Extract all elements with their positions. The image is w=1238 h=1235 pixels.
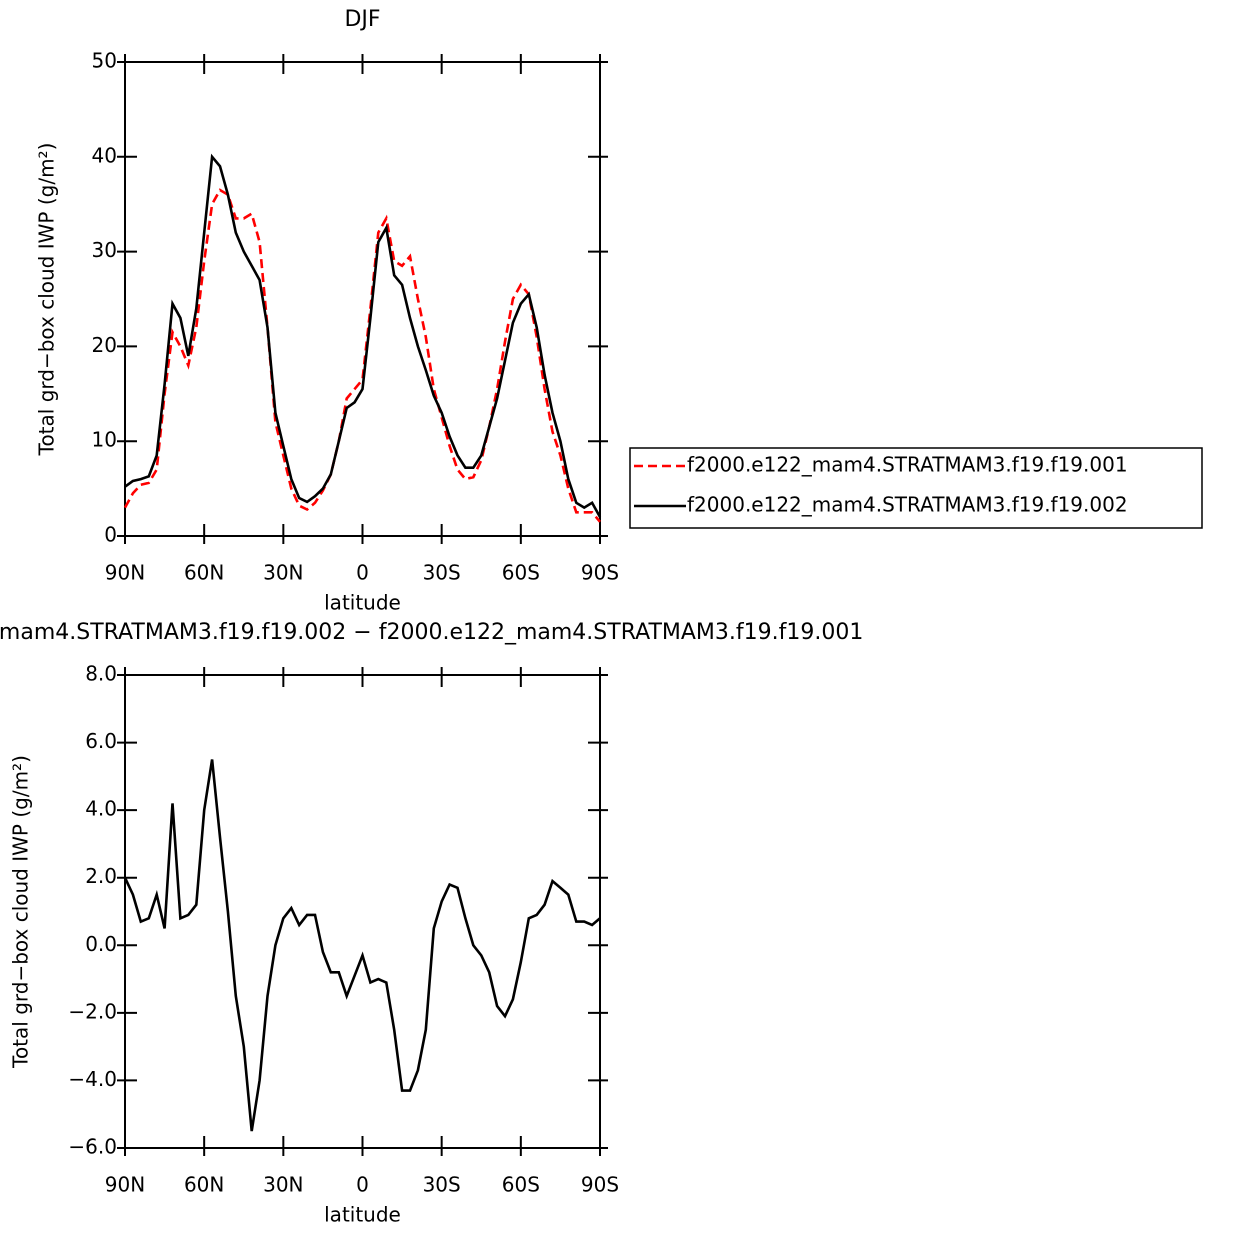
y-tick-label: 50	[92, 49, 117, 73]
data-line	[123, 759, 601, 1132]
x-tick-label: 60S	[502, 561, 540, 585]
x-tick-label: 30N	[263, 561, 303, 585]
y-tick-label: 40	[92, 143, 117, 167]
x-tick-label: 30S	[423, 1173, 461, 1197]
y-axis-label: Total grd−box cloud IWP (g/m²)	[9, 755, 33, 1069]
data-line	[124, 153, 602, 518]
x-tick-label: 60N	[184, 561, 224, 585]
y-tick-label: 8.0	[85, 662, 117, 686]
plot-frame	[124, 61, 601, 537]
legend-label: f2000.e122_mam4.STRATMAM3.f19.f19.001	[687, 453, 1128, 477]
x-tick-label: 90N	[105, 561, 145, 585]
x-tick-label: 30N	[263, 1173, 303, 1197]
x-tick-label: 90S	[581, 561, 619, 585]
x-tick-label: 90S	[581, 1173, 619, 1197]
x-axis-label: latitude	[324, 591, 401, 615]
y-tick-label: 30	[92, 238, 117, 262]
y-tick-label: 0	[104, 523, 117, 547]
chart-title: f2000.e122_mam4.STRATMAM3.f19.f19.002 − …	[0, 620, 863, 645]
x-tick-label: 30S	[423, 561, 461, 585]
plot-frame	[124, 674, 601, 1149]
x-tick-label: 0	[356, 1173, 369, 1197]
x-axis-label: latitude	[324, 1203, 401, 1227]
y-tick-label: 0.0	[85, 932, 117, 956]
x-tick-label: 60N	[184, 1173, 224, 1197]
legend-box	[629, 447, 1203, 529]
y-tick-label: −2.0	[68, 999, 117, 1023]
data-line	[123, 188, 601, 523]
y-tick-label: 4.0	[85, 797, 117, 821]
y-axis-label: Total grd−box cloud IWP (g/m²)	[35, 143, 59, 457]
legend-label: f2000.e122_mam4.STRATMAM3.f19.f19.002	[687, 493, 1128, 517]
y-tick-label: −6.0	[68, 1135, 117, 1159]
y-tick-label: 2.0	[85, 864, 117, 888]
y-tick-label: 10	[92, 428, 117, 452]
x-tick-label: 90N	[105, 1173, 145, 1197]
y-tick-label: 20	[92, 333, 117, 357]
y-tick-label: 6.0	[85, 729, 117, 753]
y-tick-label: −4.0	[68, 1067, 117, 1091]
x-tick-label: 60S	[502, 1173, 540, 1197]
chart-title: DJF	[344, 7, 380, 32]
x-tick-label: 0	[356, 561, 369, 585]
